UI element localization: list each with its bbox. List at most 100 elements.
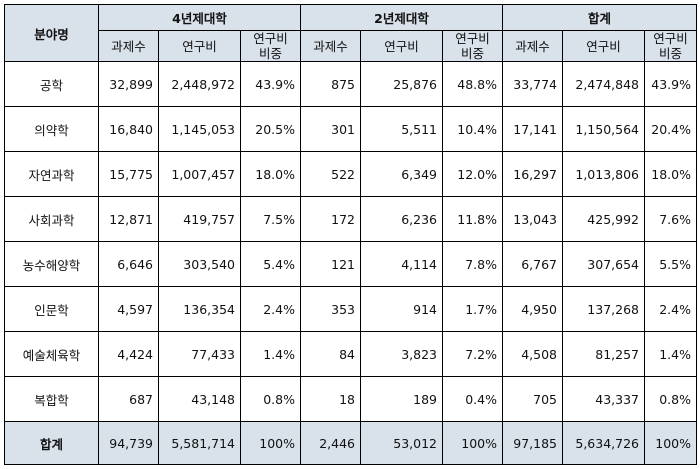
cell-funding-total: 2,474,848 xyxy=(562,61,645,107)
group-header-total: 합계 xyxy=(502,4,697,31)
cell-projects-4yr: 4,424 xyxy=(98,331,159,377)
cell-share-2yr: 11.8% xyxy=(442,196,503,242)
cell-share-total: 20.4% xyxy=(644,106,697,152)
field-name-cell: 농수해양학 xyxy=(4,241,99,287)
cell-projects-total: 6,767 xyxy=(502,241,563,287)
cell-share-4yr: 20.5% xyxy=(240,106,301,152)
cell-projects-4yr: 6,646 xyxy=(98,241,159,287)
cell-share-4yr: 0.8% xyxy=(240,376,301,422)
cell-share-total: 5.5% xyxy=(644,241,697,287)
cell-share-total: 1.4% xyxy=(644,331,697,377)
table-row: 인문학 4,597 136,354 2.4% 353 914 1.7% 4,950 137,26… xyxy=(4,286,697,332)
sub-header-share: 연구비 비중 xyxy=(644,30,697,62)
cell-share-2yr: 7.8% xyxy=(442,241,503,287)
cell-share-2yr: 12.0% xyxy=(442,151,503,197)
cell-funding-4yr: 43,148 xyxy=(158,376,241,422)
table-row: 자연과학 15,775 1,007,457 18.0% 522 6,349 12.0% 16,… xyxy=(4,151,697,197)
cell-share-4yr: 2.4% xyxy=(240,286,301,332)
cell-share-total: 43.9% xyxy=(644,61,697,107)
cell-projects-4yr: 4,597 xyxy=(98,286,159,332)
cell-projects-2yr: 301 xyxy=(300,106,361,152)
cell-funding-total: 81,257 xyxy=(562,331,645,377)
group-header-2yr: 2년제대학 xyxy=(300,4,503,31)
total-cell-share-2yr: 100% xyxy=(442,421,503,465)
field-name-cell: 인문학 xyxy=(4,286,99,332)
cell-projects-4yr: 32,899 xyxy=(98,61,159,107)
cell-projects-total: 4,508 xyxy=(502,331,563,377)
cell-share-2yr: 1.7% xyxy=(442,286,503,332)
table-row: 의약학 16,840 1,145,053 20.5% 301 5,511 10.4% 17,1… xyxy=(4,106,697,152)
cell-funding-4yr: 303,540 xyxy=(158,241,241,287)
field-name-cell: 복합학 xyxy=(4,376,99,422)
field-name-cell: 사회과학 xyxy=(4,196,99,242)
cell-funding-4yr: 77,433 xyxy=(158,331,241,377)
cell-projects-4yr: 15,775 xyxy=(98,151,159,197)
total-cell-projects-total: 97,185 xyxy=(502,421,563,465)
cell-funding-total: 425,992 xyxy=(562,196,645,242)
sub-header-projects: 과제수 xyxy=(300,30,361,62)
cell-funding-total: 43,337 xyxy=(562,376,645,422)
total-row: 합계 94,739 5,581,714 100% 2,446 53,012 100% 97,1… xyxy=(4,421,697,465)
table-row: 복합학 687 43,148 0.8% 18 189 0.4% 705 43,337 0.8% xyxy=(4,376,697,422)
cell-projects-total: 705 xyxy=(502,376,563,422)
cell-share-2yr: 7.2% xyxy=(442,331,503,377)
total-cell-share-total: 100% xyxy=(644,421,697,465)
cell-share-total: 7.6% xyxy=(644,196,697,242)
group-header-4yr: 4년제대학 xyxy=(98,4,301,31)
cell-funding-total: 1,013,806 xyxy=(562,151,645,197)
cell-funding-2yr: 914 xyxy=(360,286,443,332)
cell-funding-4yr: 2,448,972 xyxy=(158,61,241,107)
sub-header-share: 연구비 비중 xyxy=(240,30,301,62)
table-row: 사회과학 12,871 419,757 7.5% 172 6,236 11.8% 13,043… xyxy=(4,196,697,242)
cell-share-total: 18.0% xyxy=(644,151,697,197)
cell-projects-4yr: 16,840 xyxy=(98,106,159,152)
cell-projects-total: 4,950 xyxy=(502,286,563,332)
cell-share-4yr: 43.9% xyxy=(240,61,301,107)
table-row: 농수해양학 6,646 303,540 5.4% 121 4,114 7.8% 6,767 30… xyxy=(4,241,697,287)
cell-funding-2yr: 3,823 xyxy=(360,331,443,377)
total-label-cell: 합계 xyxy=(4,421,99,465)
total-cell-funding-4yr: 5,581,714 xyxy=(158,421,241,465)
table-row: 예술체육학 4,424 77,433 1.4% 84 3,823 7.2% 4,508 81,2… xyxy=(4,331,697,377)
table-row: 공학 32,899 2,448,972 43.9% 875 25,876 48.8% 33,7… xyxy=(4,61,697,107)
cell-share-2yr: 48.8% xyxy=(442,61,503,107)
total-cell-projects-2yr: 2,446 xyxy=(300,421,361,465)
cell-projects-total: 13,043 xyxy=(502,196,563,242)
cell-projects-2yr: 522 xyxy=(300,151,361,197)
cell-funding-2yr: 6,236 xyxy=(360,196,443,242)
sub-header-row: 과제수 연구비 연구비 비중 과제수 연구비 연구비 비중 과제수 연구비 연구비 비… xyxy=(5,30,697,62)
cell-funding-2yr: 5,511 xyxy=(360,106,443,152)
field-name-cell: 의약학 xyxy=(4,106,99,152)
cell-funding-2yr: 189 xyxy=(360,376,443,422)
cell-projects-2yr: 84 xyxy=(300,331,361,377)
sub-header-funding: 연구비 xyxy=(158,30,241,62)
sub-header-funding: 연구비 xyxy=(562,30,645,62)
field-name-cell: 자연과학 xyxy=(4,151,99,197)
cell-funding-4yr: 419,757 xyxy=(158,196,241,242)
field-name-cell: 공학 xyxy=(4,61,99,107)
group-header-row: 분야명 4년제대학 2년제대학 합계 xyxy=(4,4,697,62)
cell-projects-2yr: 353 xyxy=(300,286,361,332)
cell-funding-total: 137,268 xyxy=(562,286,645,332)
cell-projects-2yr: 172 xyxy=(300,196,361,242)
cell-projects-total: 17,141 xyxy=(502,106,563,152)
cell-funding-2yr: 4,114 xyxy=(360,241,443,287)
field-column-header: 분야명 xyxy=(4,4,99,62)
total-cell-funding-2yr: 53,012 xyxy=(360,421,443,465)
cell-projects-2yr: 121 xyxy=(300,241,361,287)
cell-share-total: 2.4% xyxy=(644,286,697,332)
cell-projects-2yr: 875 xyxy=(300,61,361,107)
sub-header-funding: 연구비 xyxy=(360,30,443,62)
sub-header-projects: 과제수 xyxy=(98,30,159,62)
total-cell-share-4yr: 100% xyxy=(240,421,301,465)
cell-share-2yr: 10.4% xyxy=(442,106,503,152)
cell-share-4yr: 1.4% xyxy=(240,331,301,377)
sub-header-share: 연구비 비중 xyxy=(442,30,503,62)
cell-share-2yr: 0.4% xyxy=(442,376,503,422)
cell-share-4yr: 7.5% xyxy=(240,196,301,242)
cell-funding-4yr: 1,007,457 xyxy=(158,151,241,197)
cell-projects-4yr: 687 xyxy=(98,376,159,422)
sub-header-projects: 과제수 xyxy=(502,30,563,62)
cell-share-4yr: 5.4% xyxy=(240,241,301,287)
cell-projects-total: 16,297 xyxy=(502,151,563,197)
